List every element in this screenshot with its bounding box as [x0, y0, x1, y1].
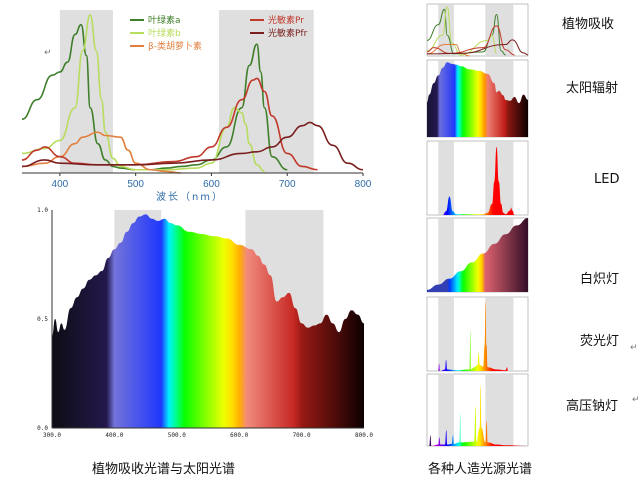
- highlight-band: [438, 374, 454, 446]
- mini-series-line: [426, 6, 498, 56]
- legend-label: 叶绿素b: [148, 27, 181, 39]
- legend-label: 光敏素Pfr: [268, 27, 308, 39]
- series-line-pfr: [21, 121, 364, 171]
- mini-series-line: [426, 25, 515, 56]
- mini-spectrum-area: [427, 62, 528, 138]
- series-line-chl_b: [21, 14, 265, 173]
- x-tick-label: 700.0: [293, 432, 311, 439]
- side-label-incandescent: 白炽灯: [580, 272, 620, 287]
- highlight-band: [485, 374, 514, 446]
- left-caption: 植物吸收光谱与太阳光谱: [92, 462, 236, 477]
- x-tick-label: 500.0: [168, 432, 186, 439]
- paragraph-mark: ↵: [632, 395, 640, 405]
- x-tick-label: 800: [355, 179, 372, 190]
- x-tick-label: 800.0: [355, 432, 373, 439]
- paragraph-mark: ↵: [44, 48, 52, 58]
- side-label-fluorescent: 荧光灯: [580, 334, 620, 349]
- highlight-band: [438, 297, 454, 371]
- side-label-plant: 植物吸收: [562, 17, 615, 32]
- side-label-sun: 太阳辐射: [566, 81, 619, 96]
- paragraph-mark: ↵: [630, 343, 638, 353]
- highlight-band: [438, 141, 454, 215]
- mini-spectrum-area: [427, 218, 528, 292]
- solar-area: [52, 214, 364, 428]
- side-label-sodium: 高压钠灯: [566, 399, 619, 414]
- y-tick-label: 1.0: [37, 207, 48, 214]
- highlight-band: [219, 10, 314, 173]
- x-tick-label: 300.0: [43, 432, 61, 439]
- highlight-band: [438, 218, 454, 292]
- legend-label: 叶绿素a: [148, 14, 181, 26]
- x-tick-label: 400: [52, 179, 69, 190]
- x-tick-label: 700: [279, 179, 296, 190]
- x-tick-label: 400.0: [105, 432, 123, 439]
- x-tick-label: 600.0: [230, 432, 248, 439]
- highlight-band: [485, 297, 514, 371]
- y-tick-label: 0.5: [37, 316, 48, 323]
- legend-label: 光敏素Pr: [268, 14, 304, 26]
- mini-series-line: [426, 39, 529, 56]
- y-tick-label: 0.0: [37, 425, 48, 432]
- right-caption: 各种人造光源光谱: [428, 462, 533, 477]
- x-axis-label: 波长（nm）: [156, 190, 224, 203]
- legend-label: β-类胡萝卜素: [148, 40, 202, 52]
- series-line-pr: [21, 77, 318, 171]
- side-label-led: LED: [594, 172, 620, 187]
- x-tick-label: 500: [127, 179, 144, 190]
- x-tick-label: 600: [203, 179, 220, 190]
